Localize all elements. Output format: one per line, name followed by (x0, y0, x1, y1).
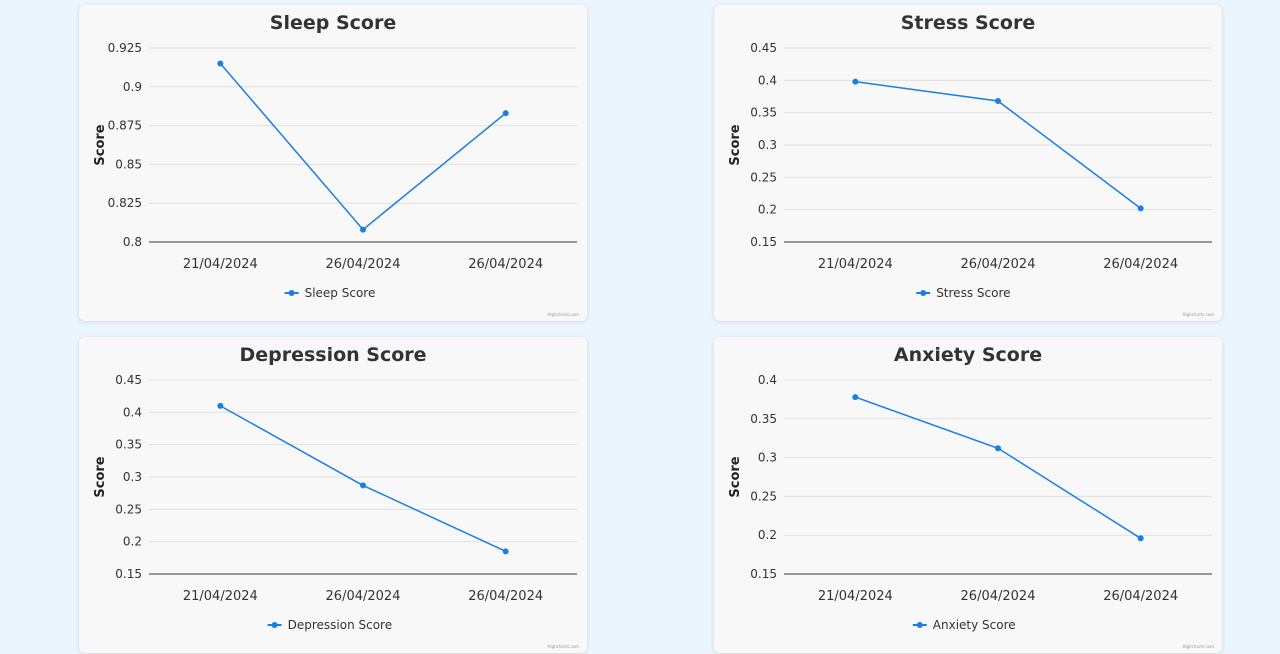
x-tick-label: 26/04/2024 (1103, 589, 1178, 604)
chart-title: Anxiety Score (894, 344, 1042, 366)
data-point[interactable] (360, 482, 366, 489)
x-tick-label: 26/04/2024 (326, 589, 401, 604)
legend-label: Depression Score (288, 618, 393, 632)
y-tick-label: 0.85 (115, 157, 142, 171)
data-point[interactable] (217, 402, 224, 409)
chart-title: Sleep Score (270, 12, 396, 34)
y-tick-label: 0.3 (758, 138, 777, 152)
series-line-sleep-score (219, 63, 507, 231)
y-tick-label: 0.925 (108, 41, 142, 55)
y-tick-label: 0.4 (758, 373, 777, 387)
legend-symbol-marker (920, 290, 927, 296)
x-tick-label: 21/04/2024 (818, 257, 893, 272)
highcharts-credit[interactable]: Highcharts.com (548, 644, 580, 649)
x-tick-label: 26/04/2024 (468, 589, 543, 604)
y-tick-label: 0.25 (115, 502, 142, 516)
highcharts-credit[interactable]: Highcharts.com (548, 312, 580, 317)
legend-item-sleep-score[interactable]: Sleep Score (284, 286, 376, 300)
y-axis-title: Score (728, 124, 743, 165)
x-tick-label: 26/04/2024 (961, 589, 1036, 604)
x-tick-label: 26/04/2024 (326, 257, 401, 272)
y-axis-title: Score (93, 456, 108, 497)
data-point[interactable] (502, 548, 509, 555)
y-tick-label: 0.15 (750, 567, 777, 581)
y-tick-label: 0.9 (123, 80, 142, 94)
data-point[interactable] (1137, 535, 1144, 542)
data-point[interactable] (217, 60, 224, 67)
chart-depression: Depression Score 0.15 0.2 0.25 0.3 0.35 0.4 0.4… (93, 344, 580, 649)
x-tick-label: 26/04/2024 (468, 257, 543, 272)
legend-item-depression-score[interactable]: Depression Score (267, 618, 393, 632)
y-tick-label: 0.25 (750, 489, 777, 503)
y-tick-label: 0.3 (758, 451, 777, 465)
y-axis-title: Score (728, 456, 743, 497)
chart-sleep: Sleep Score 0.8 0.825 0.85 0.875 0.9 0.925 Scor… (93, 12, 580, 317)
data-point[interactable] (502, 110, 509, 117)
series-line-anxiety-score (855, 396, 1142, 539)
legend-label: Sleep Score (305, 286, 376, 300)
chart-card-depression: Depression Score 0.15 0.2 0.25 0.3 0.35 0.4 0.4… (79, 337, 587, 653)
y-tick-label: 0.2 (123, 535, 142, 549)
legend-symbol-marker (288, 290, 295, 296)
series-line-depression-score (219, 405, 506, 553)
y-tick-label: 0.875 (108, 119, 142, 133)
y-tick-label: 0.35 (750, 106, 777, 120)
data-point[interactable] (360, 226, 366, 233)
y-tick-label: 0.35 (750, 412, 777, 426)
y-axis-title: Score (93, 124, 108, 165)
y-tick-label: 0.2 (758, 528, 777, 542)
x-tick-label: 26/04/2024 (1103, 257, 1178, 272)
y-tick-label: 0.15 (115, 567, 142, 581)
highcharts-credit[interactable]: Highcharts.com (1183, 312, 1215, 317)
y-tick-label: 0.8 (123, 235, 142, 249)
y-tick-label: 0.25 (750, 170, 777, 184)
y-tick-label: 0.4 (758, 73, 777, 87)
y-tick-label: 0.45 (115, 373, 142, 387)
data-point[interactable] (852, 78, 859, 85)
y-tick-label: 0.15 (750, 235, 777, 249)
chart-card-stress: Stress Score 0.15 0.2 0.25 0.3 0.35 0.4 0.45 Sco… (714, 5, 1222, 321)
data-point[interactable] (1137, 205, 1144, 212)
x-tick-label: 21/04/2024 (183, 589, 258, 604)
y-tick-label: 0.45 (750, 41, 777, 55)
legend-item-stress-score[interactable]: Stress Score (916, 286, 1011, 300)
x-tick-label: 26/04/2024 (961, 257, 1036, 272)
legend-symbol-marker (916, 622, 923, 628)
chart-anxiety: Anxiety Score 0.15 0.2 0.25 0.3 0.35 0.4 Score 2… (728, 344, 1215, 649)
legend-label: Anxiety Score (933, 618, 1016, 632)
legend-symbol-marker (271, 622, 278, 628)
y-tick-label: 0.4 (123, 405, 142, 419)
legend-item-anxiety-score[interactable]: Anxiety Score (912, 618, 1016, 632)
chart-title: Stress Score (901, 12, 1036, 34)
chart-card-anxiety: Anxiety Score 0.15 0.2 0.25 0.3 0.35 0.4 Score 2… (714, 337, 1222, 653)
highcharts-credit[interactable]: Highcharts.com (1183, 644, 1215, 649)
chart-title: Depression Score (239, 344, 426, 366)
x-tick-label: 21/04/2024 (183, 257, 258, 272)
chart-card-sleep: Sleep Score 0.8 0.825 0.85 0.875 0.9 0.925 Scor… (79, 5, 587, 321)
y-tick-label: 0.3 (123, 470, 142, 484)
data-point[interactable] (995, 445, 1001, 452)
y-tick-label: 0.35 (115, 438, 142, 452)
legend-label: Stress Score (936, 286, 1010, 300)
chart-stress: Stress Score 0.15 0.2 0.25 0.3 0.35 0.4 0.45 Sco… (728, 12, 1215, 317)
y-tick-label: 0.825 (108, 196, 142, 210)
data-point[interactable] (852, 394, 859, 401)
y-tick-label: 0.2 (758, 203, 777, 217)
x-tick-label: 21/04/2024 (818, 589, 893, 604)
data-point[interactable] (995, 98, 1001, 105)
